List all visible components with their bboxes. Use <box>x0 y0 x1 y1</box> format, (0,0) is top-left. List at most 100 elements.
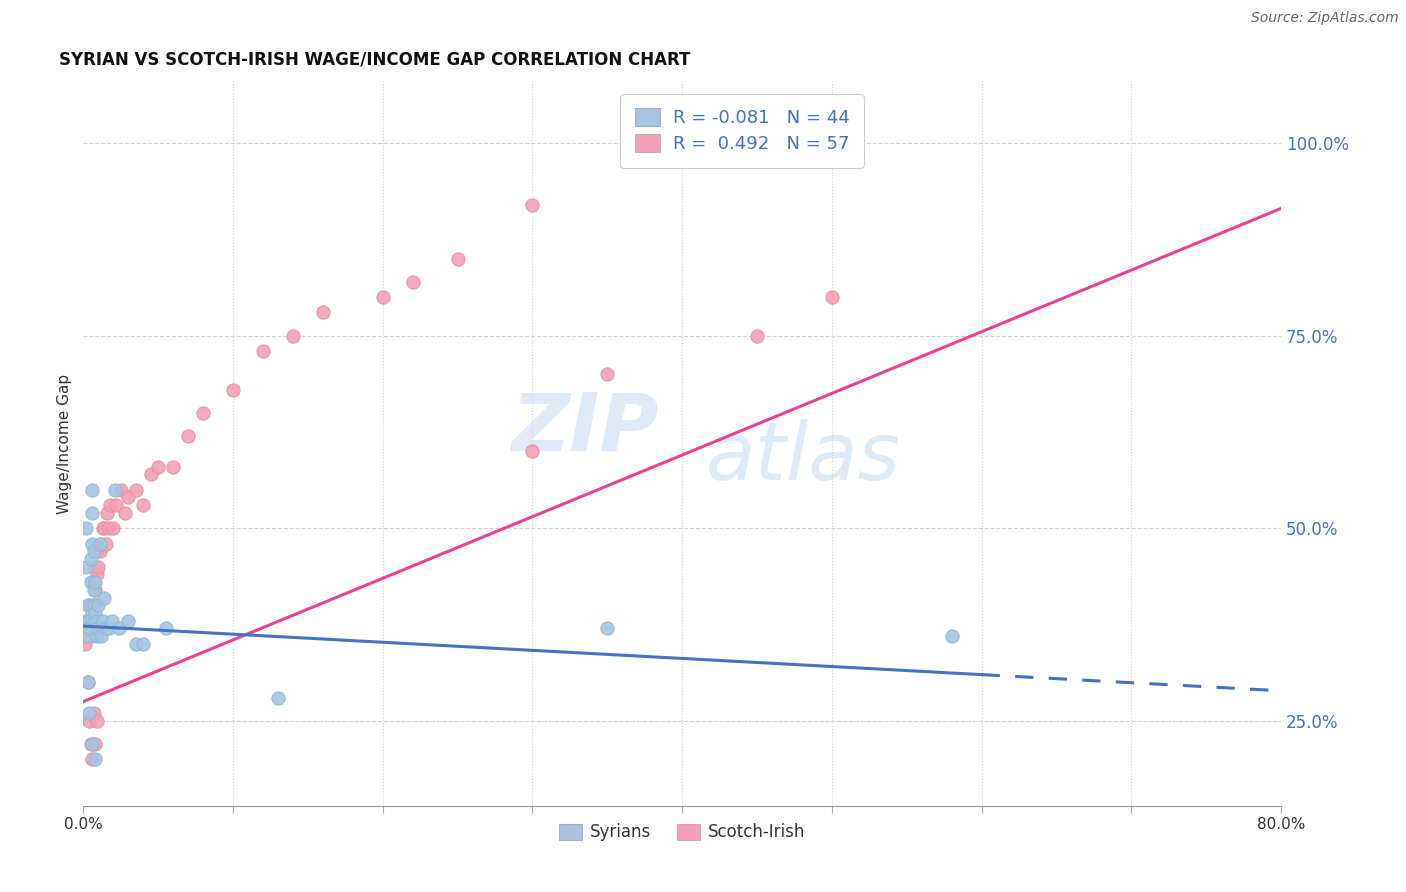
Legend: R = -0.081   N = 44, R =  0.492   N = 57: R = -0.081 N = 44, R = 0.492 N = 57 <box>620 94 863 168</box>
Point <box>84 737 107 751</box>
Point <box>84 575 107 590</box>
Point <box>132 637 155 651</box>
Point <box>82 737 104 751</box>
Point <box>103 521 125 535</box>
Point <box>104 483 127 497</box>
Point <box>83 599 105 613</box>
Point <box>82 506 104 520</box>
Point <box>73 637 96 651</box>
Point <box>82 621 104 635</box>
Point <box>522 197 544 211</box>
Point <box>83 599 105 613</box>
Point <box>401 275 423 289</box>
Point <box>80 737 103 751</box>
Point <box>83 582 105 597</box>
Point <box>75 521 97 535</box>
Point <box>108 621 131 635</box>
Point <box>105 498 128 512</box>
Point <box>941 629 963 643</box>
Point <box>98 498 121 512</box>
Point <box>94 536 117 550</box>
Point <box>77 714 100 728</box>
Point <box>77 621 100 635</box>
Text: atlas: atlas <box>706 419 901 497</box>
Point <box>91 614 114 628</box>
Point <box>596 621 619 635</box>
Point <box>155 621 177 635</box>
Point <box>80 552 103 566</box>
Point <box>93 591 115 605</box>
Point <box>91 521 114 535</box>
Point <box>312 305 335 319</box>
Point <box>522 444 544 458</box>
Text: ZIP: ZIP <box>510 390 658 468</box>
Point <box>76 614 98 628</box>
Point <box>90 536 112 550</box>
Point <box>97 621 120 635</box>
Point <box>82 606 104 620</box>
Point <box>76 629 98 643</box>
Point <box>77 706 100 720</box>
Point <box>177 429 200 443</box>
Point <box>87 559 110 574</box>
Point <box>80 629 103 643</box>
Point <box>745 328 768 343</box>
Point <box>252 344 274 359</box>
Point <box>114 506 136 520</box>
Point <box>821 290 844 304</box>
Point <box>86 714 108 728</box>
Point <box>87 621 110 635</box>
Point <box>596 367 619 381</box>
Point <box>73 614 96 628</box>
Point <box>97 521 120 535</box>
Point <box>83 706 105 720</box>
Y-axis label: Wage/Income Gap: Wage/Income Gap <box>58 374 72 514</box>
Point <box>84 582 107 597</box>
Point <box>77 599 100 613</box>
Point <box>446 252 468 266</box>
Point <box>117 614 139 628</box>
Point <box>80 575 103 590</box>
Point <box>83 614 105 628</box>
Point <box>76 614 98 628</box>
Point <box>75 559 97 574</box>
Point <box>94 621 117 635</box>
Point <box>76 675 98 690</box>
Point <box>371 290 394 304</box>
Point <box>83 544 105 558</box>
Point <box>82 536 104 550</box>
Text: SYRIAN VS SCOTCH-IRISH WAGE/INCOME GAP CORRELATION CHART: SYRIAN VS SCOTCH-IRISH WAGE/INCOME GAP C… <box>59 51 690 69</box>
Point <box>191 406 214 420</box>
Point <box>84 606 107 620</box>
Point <box>82 752 104 766</box>
Point <box>75 621 97 635</box>
Point <box>281 328 304 343</box>
Text: Source: ZipAtlas.com: Source: ZipAtlas.com <box>1251 11 1399 25</box>
Point <box>86 544 108 558</box>
Point <box>87 599 110 613</box>
Point <box>267 690 290 705</box>
Point <box>93 521 115 535</box>
Point <box>125 637 148 651</box>
Point <box>132 498 155 512</box>
Point <box>80 614 103 628</box>
Point <box>77 614 100 628</box>
Point <box>86 567 108 582</box>
Point <box>125 483 148 497</box>
Point <box>83 575 105 590</box>
Point <box>96 506 118 520</box>
Point <box>82 483 104 497</box>
Point <box>90 629 112 643</box>
Point <box>89 536 111 550</box>
Point <box>86 629 108 643</box>
Point <box>84 752 107 766</box>
Point <box>110 483 132 497</box>
Point <box>89 544 111 558</box>
Point <box>76 675 98 690</box>
Point <box>84 559 107 574</box>
Point <box>139 467 162 482</box>
Point <box>117 491 139 505</box>
Point <box>86 614 108 628</box>
Point <box>77 621 100 635</box>
Point <box>80 599 103 613</box>
